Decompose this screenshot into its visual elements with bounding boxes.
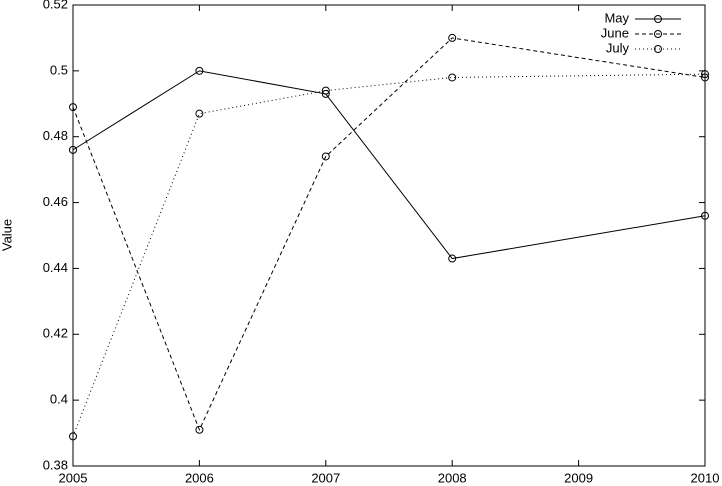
point-marker [448, 254, 457, 263]
point-marker [69, 432, 77, 441]
x-tick-label: 2010 [691, 470, 720, 485]
legend-marker [654, 15, 662, 23]
y-tick-label: 0.46 [43, 194, 68, 209]
point-marker [701, 70, 709, 79]
point-marker [321, 89, 330, 98]
legend-label: June [601, 25, 629, 40]
x-tick-label: 2005 [59, 470, 88, 485]
point-marker [701, 211, 709, 220]
point-marker [448, 33, 457, 42]
y-tick-label: 0.42 [43, 326, 68, 341]
point-marker [69, 103, 77, 112]
legend-label: May [604, 10, 629, 25]
y-tick-label: 0.38 [43, 457, 68, 472]
point-marker [448, 73, 457, 82]
y-tick-label: 0.5 [50, 62, 68, 77]
point-marker [321, 86, 330, 95]
y-tick-label: 0.44 [43, 260, 68, 275]
x-tick-label: 2007 [311, 470, 340, 485]
x-tick-label: 2009 [564, 470, 593, 485]
y-tick-label: 0.48 [43, 128, 68, 143]
point-marker [195, 425, 204, 434]
point-marker [69, 145, 77, 154]
y-tick-label: 0.4 [50, 392, 68, 407]
legend-label: July [606, 40, 630, 55]
legend-marker [654, 45, 662, 53]
point-marker [321, 152, 330, 161]
point-marker [195, 109, 204, 118]
series-line [72, 73, 706, 437]
point-marker [195, 66, 204, 75]
x-tick-label: 2008 [438, 470, 467, 485]
point-marker [701, 73, 709, 82]
x-tick-label: 2006 [185, 470, 214, 485]
legend-marker [654, 30, 662, 38]
y-tick-label: 0.52 [43, 0, 68, 11]
y-axis-label: Value [0, 219, 14, 251]
series-line [72, 70, 706, 260]
plot-frame [72, 4, 706, 467]
series-line [72, 37, 706, 432]
